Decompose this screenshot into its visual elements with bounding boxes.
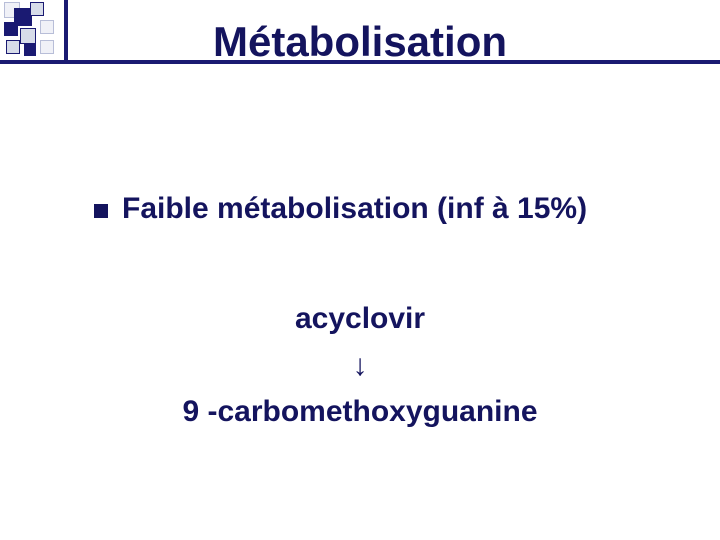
deco-square — [30, 2, 44, 16]
down-arrow-icon: ↓ — [0, 343, 720, 390]
compound-bottom: 9 -carbomethoxyguanine — [0, 389, 720, 436]
bullet-square-icon — [94, 204, 108, 218]
compound-top: acyclovir — [0, 296, 720, 343]
bullet-text: Faible métabolisation (inf à 15%) — [122, 192, 587, 226]
slide-title: Métabolisation — [0, 18, 720, 66]
center-content: acyclovir ↓ 9 -carbomethoxyguanine — [0, 296, 720, 436]
bullet-item: Faible métabolisation (inf à 15%) — [94, 192, 587, 226]
